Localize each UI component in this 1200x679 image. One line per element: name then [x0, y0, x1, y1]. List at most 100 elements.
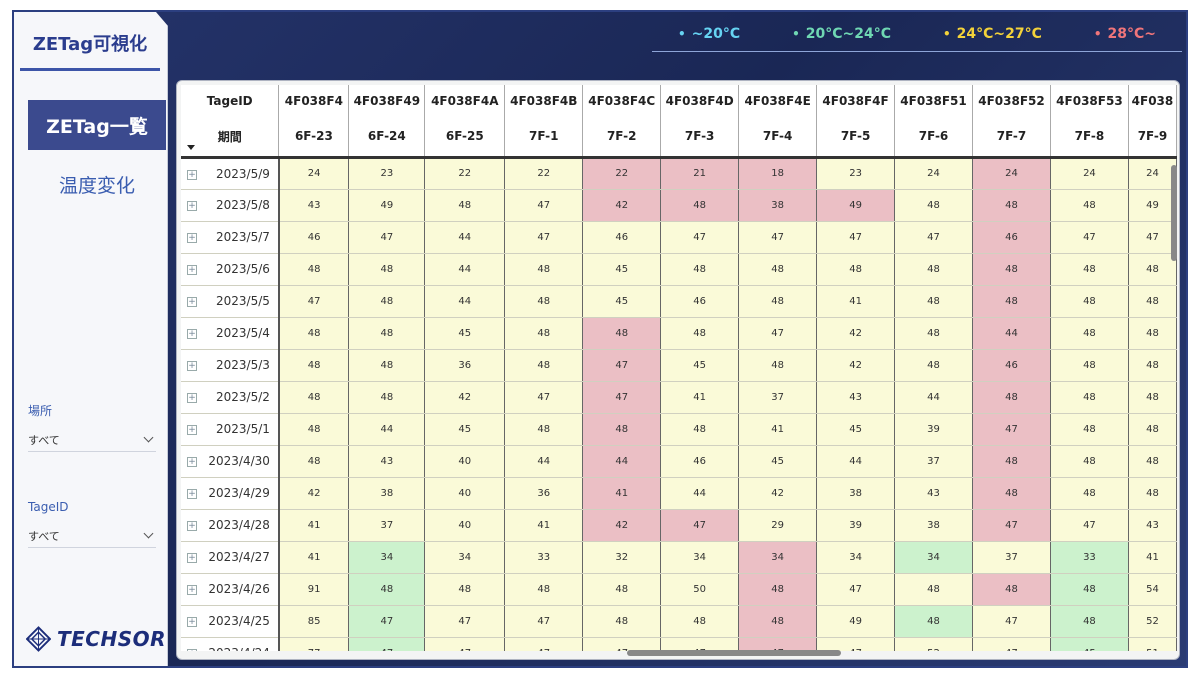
value-cell[interactable]: 42 [816, 317, 896, 350]
value-cell[interactable]: 44 [424, 253, 506, 286]
sort-arrow-icon[interactable] [187, 144, 195, 150]
value-cell[interactable]: 48 [278, 253, 350, 286]
value-cell[interactable]: 47 [504, 221, 584, 254]
value-cell[interactable]: 47 [894, 221, 973, 254]
value-cell[interactable]: 44 [660, 477, 740, 510]
value-cell[interactable]: 47 [816, 637, 896, 651]
value-cell[interactable]: 41 [582, 477, 662, 510]
expand-row-icon[interactable]: + [187, 648, 197, 651]
value-cell[interactable]: 48 [894, 189, 973, 222]
value-cell[interactable]: 48 [660, 605, 740, 638]
value-cell[interactable]: 48 [972, 381, 1051, 414]
value-cell[interactable]: 48 [504, 349, 584, 382]
expand-row-icon[interactable]: + [187, 296, 197, 307]
value-cell[interactable]: 43 [1128, 509, 1177, 542]
value-cell[interactable]: 42 [582, 509, 662, 542]
value-cell[interactable]: 44 [424, 285, 506, 318]
value-cell[interactable]: 48 [738, 285, 818, 318]
value-cell[interactable]: 24 [1050, 157, 1129, 190]
value-cell[interactable]: 47 [1050, 221, 1129, 254]
expand-row-icon[interactable]: + [187, 200, 197, 211]
value-cell[interactable]: 42 [738, 477, 818, 510]
value-cell[interactable]: 48 [278, 317, 350, 350]
value-cell[interactable]: 48 [1050, 605, 1129, 638]
value-cell[interactable]: 47 [972, 413, 1051, 446]
value-cell[interactable]: 48 [348, 253, 426, 286]
value-cell[interactable]: 48 [278, 381, 350, 414]
value-cell[interactable]: 42 [582, 189, 662, 222]
value-cell[interactable]: 48 [504, 413, 584, 446]
value-cell[interactable]: 29 [738, 509, 818, 542]
value-cell[interactable]: 24 [278, 157, 350, 190]
value-cell[interactable]: 47 [816, 221, 896, 254]
value-cell[interactable]: 44 [582, 445, 662, 478]
value-cell[interactable]: 37 [738, 381, 818, 414]
value-cell[interactable]: 47 [660, 637, 740, 651]
matrix-scroll-area[interactable]: TageID 4F038F4 4F038F49 4F038F4A 4F038F4B 4F… [181, 85, 1177, 651]
expand-row-icon[interactable]: + [187, 488, 197, 499]
tagid-filter-select[interactable]: すべて [28, 524, 156, 548]
value-cell[interactable]: 52 [894, 637, 973, 651]
value-cell[interactable]: 48 [1050, 253, 1129, 286]
value-cell[interactable]: 48 [660, 189, 740, 222]
value-cell[interactable]: 47 [278, 285, 350, 318]
value-cell[interactable]: 48 [1128, 413, 1177, 446]
value-cell[interactable]: 44 [504, 445, 584, 478]
value-cell[interactable]: 48 [738, 349, 818, 382]
horizontal-scrollbar[interactable] [627, 650, 841, 656]
value-cell[interactable]: 48 [348, 349, 426, 382]
value-cell[interactable]: 77 [278, 637, 350, 651]
value-cell[interactable]: 47 [972, 637, 1051, 651]
expand-row-icon[interactable]: + [187, 169, 197, 180]
value-cell[interactable]: 46 [582, 221, 662, 254]
value-cell[interactable]: 24 [972, 157, 1051, 190]
value-cell[interactable]: 49 [348, 189, 426, 222]
expand-row-icon[interactable]: + [187, 360, 197, 371]
value-cell[interactable]: 34 [660, 541, 740, 574]
value-cell[interactable]: 41 [278, 509, 350, 542]
value-cell[interactable]: 39 [894, 413, 973, 446]
value-cell[interactable]: 42 [278, 477, 350, 510]
value-cell[interactable]: 47 [1128, 221, 1177, 254]
value-cell[interactable]: 48 [816, 253, 896, 286]
value-cell[interactable]: 48 [504, 253, 584, 286]
value-cell[interactable]: 42 [816, 349, 896, 382]
value-cell[interactable]: 47 [972, 509, 1051, 542]
value-cell[interactable]: 48 [504, 285, 584, 318]
value-cell[interactable]: 51 [1128, 637, 1177, 651]
vertical-scrollbar[interactable] [1171, 165, 1177, 261]
value-cell[interactable]: 49 [816, 605, 896, 638]
value-cell[interactable]: 38 [738, 189, 818, 222]
value-cell[interactable]: 37 [972, 541, 1051, 574]
value-cell[interactable]: 41 [504, 509, 584, 542]
value-cell[interactable]: 48 [1128, 253, 1177, 286]
value-cell[interactable]: 45 [738, 445, 818, 478]
value-cell[interactable]: 40 [424, 477, 506, 510]
value-cell[interactable]: 48 [1128, 445, 1177, 478]
value-cell[interactable]: 48 [278, 445, 350, 478]
value-cell[interactable]: 50 [660, 573, 740, 606]
value-cell[interactable]: 47 [816, 573, 896, 606]
value-cell[interactable]: 47 [582, 381, 662, 414]
value-cell[interactable]: 34 [348, 541, 426, 574]
value-cell[interactable]: 49 [1128, 189, 1177, 222]
value-cell[interactable]: 33 [504, 541, 584, 574]
value-cell[interactable]: 48 [894, 317, 973, 350]
value-cell[interactable]: 48 [1128, 285, 1177, 318]
value-cell[interactable]: 41 [738, 413, 818, 446]
header-period-label[interactable]: 期間 [181, 117, 280, 159]
value-cell[interactable]: 45 [424, 413, 506, 446]
value-cell[interactable]: 40 [424, 445, 506, 478]
expand-row-icon[interactable]: + [187, 616, 197, 627]
value-cell[interactable]: 22 [582, 157, 662, 190]
value-cell[interactable]: 45 [424, 317, 506, 350]
value-cell[interactable]: 36 [424, 349, 506, 382]
value-cell[interactable]: 46 [278, 221, 350, 254]
value-cell[interactable]: 38 [894, 509, 973, 542]
value-cell[interactable]: 48 [894, 605, 973, 638]
value-cell[interactable]: 46 [660, 285, 740, 318]
value-cell[interactable]: 48 [1128, 381, 1177, 414]
value-cell[interactable]: 47 [348, 605, 426, 638]
value-cell[interactable]: 38 [348, 477, 426, 510]
value-cell[interactable]: 48 [972, 573, 1051, 606]
